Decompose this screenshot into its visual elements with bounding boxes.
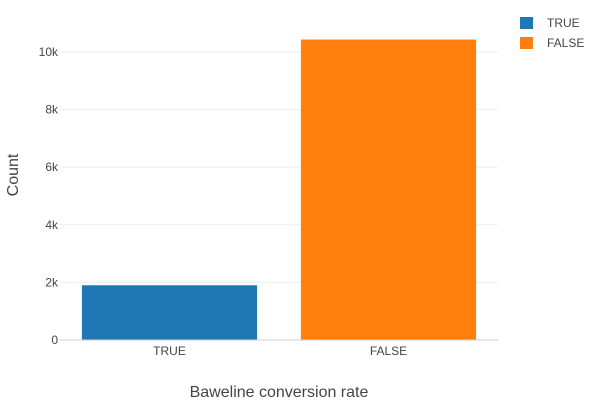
y-tick-label: 8k	[45, 103, 59, 117]
x-axis-title: Baweline conversion rate	[190, 384, 369, 400]
y-tick-label: 10k	[39, 45, 59, 59]
y-tick-label: 6k	[45, 160, 59, 174]
y-tick-label: 0	[51, 333, 58, 347]
bar-true[interactable]	[81, 285, 258, 340]
bar-layer	[81, 39, 477, 340]
y-tick-label: 4k	[45, 218, 59, 232]
x-tick-label: FALSE	[370, 344, 407, 358]
y-tick-label: 2k	[45, 275, 59, 289]
y-axis-title: Count	[5, 153, 22, 196]
legend-swatch[interactable]	[520, 37, 533, 49]
legend[interactable]: TRUE FALSE	[520, 16, 584, 50]
x-tick-label: TRUE	[153, 344, 186, 358]
legend-label[interactable]: TRUE	[547, 16, 580, 30]
axis-layer: 0 2k 4k 6k 8k 10k TRUE FALSE	[39, 45, 498, 358]
bar-false[interactable]	[300, 39, 477, 340]
legend-label[interactable]: FALSE	[547, 36, 584, 50]
legend-swatch[interactable]	[520, 17, 533, 29]
